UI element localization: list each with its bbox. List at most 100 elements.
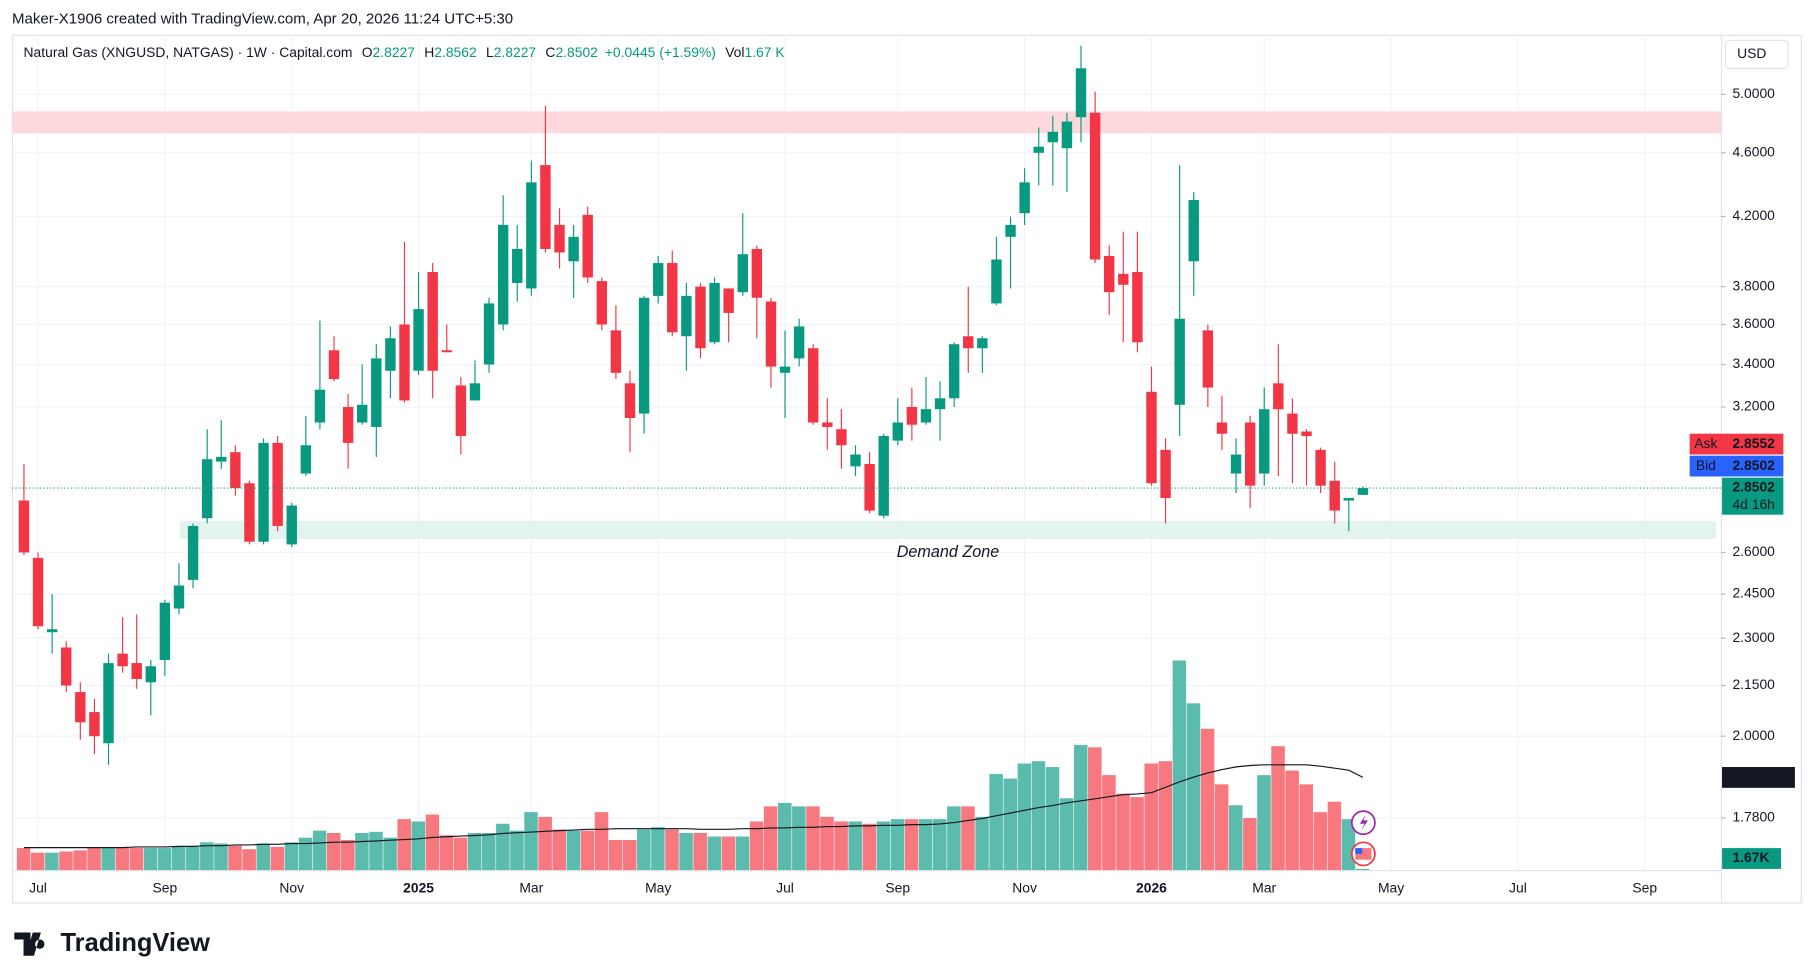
flag-glyph bbox=[1355, 848, 1372, 860]
candle-body bbox=[610, 330, 622, 373]
y-tick-label: 3.6000 bbox=[1732, 315, 1775, 331]
volume-bar bbox=[665, 829, 679, 871]
y-tick-label: 2.3000 bbox=[1732, 629, 1775, 645]
candle-body bbox=[1230, 454, 1242, 474]
volume-bar bbox=[1172, 660, 1187, 871]
bid-tag-text: Bid bbox=[1696, 457, 1716, 473]
volume-bar bbox=[510, 830, 524, 871]
brand: TradingView bbox=[61, 929, 211, 957]
candle-body bbox=[850, 454, 861, 467]
volume-bar bbox=[763, 806, 778, 871]
x-tick-label: Jul bbox=[29, 879, 47, 895]
ask-tag-text: Ask bbox=[1694, 435, 1717, 451]
candle-body bbox=[371, 358, 382, 427]
volume-bar bbox=[383, 837, 397, 871]
volume-bar bbox=[186, 846, 200, 871]
legend-item: +0.0445 (+1.59%) bbox=[605, 44, 716, 60]
volume-bar bbox=[1017, 763, 1032, 871]
candle-body bbox=[117, 653, 128, 667]
volume-bar bbox=[622, 839, 637, 871]
currency[interactable]: USD bbox=[1737, 45, 1766, 61]
candle-body bbox=[131, 663, 142, 680]
candle-body bbox=[512, 248, 523, 283]
x-tick-label: Nov bbox=[1012, 879, 1037, 895]
candle-body bbox=[1301, 431, 1312, 437]
candle-body bbox=[1273, 383, 1284, 410]
legend-item: 2.8227 bbox=[494, 44, 537, 60]
candle-body bbox=[314, 389, 326, 423]
candle-body bbox=[483, 303, 495, 365]
candle-body bbox=[75, 692, 86, 723]
candle-body bbox=[1033, 146, 1044, 153]
candle-body bbox=[230, 452, 241, 489]
candle-body bbox=[272, 442, 283, 526]
zones: Demand Zone bbox=[11, 111, 1721, 561]
volume-bar bbox=[1257, 775, 1271, 871]
volume-bar bbox=[904, 819, 919, 871]
candle-body bbox=[681, 295, 692, 337]
y-tick-label: 3.8000 bbox=[1732, 277, 1775, 293]
volume-bar bbox=[1285, 770, 1299, 871]
volume-bar bbox=[214, 843, 228, 871]
volume-ma-box bbox=[1722, 767, 1795, 788]
volume-bar bbox=[1214, 784, 1229, 871]
candle-body bbox=[441, 350, 452, 353]
zone-label: Demand Zone bbox=[897, 543, 1000, 561]
candle-body bbox=[18, 500, 30, 553]
ask-box bbox=[1722, 433, 1784, 455]
y-tick-label: 3.2000 bbox=[1732, 398, 1775, 414]
candle-body bbox=[89, 712, 100, 737]
candle-body bbox=[1202, 330, 1214, 388]
volume-bar bbox=[411, 821, 426, 871]
candle-body bbox=[1019, 182, 1030, 214]
volume-bar bbox=[73, 850, 87, 871]
candle-body bbox=[328, 350, 340, 380]
candle-body bbox=[103, 663, 114, 744]
currency-button[interactable] bbox=[1724, 39, 1789, 69]
volume-bar bbox=[862, 823, 877, 871]
volume-bar bbox=[298, 837, 313, 871]
candle-body bbox=[554, 224, 565, 253]
volume-bar bbox=[115, 848, 130, 871]
candle-body bbox=[61, 647, 72, 686]
volume-bar bbox=[1088, 747, 1102, 871]
volume-bar bbox=[87, 848, 101, 871]
volume-bar bbox=[101, 848, 115, 871]
volume-bar bbox=[200, 842, 214, 871]
volume-bar bbox=[651, 827, 665, 871]
volume-bar bbox=[961, 806, 975, 871]
volume-bar bbox=[129, 848, 144, 871]
volume-bar bbox=[580, 830, 595, 871]
x-tick-label: Sep bbox=[885, 879, 910, 895]
volume-bar bbox=[792, 806, 806, 871]
x-tick-label: Jul bbox=[776, 879, 794, 895]
volume-bar bbox=[834, 821, 848, 871]
legend-item: Vol bbox=[725, 44, 744, 60]
volume-bar bbox=[1158, 761, 1173, 871]
volume-value: 1.67K bbox=[1732, 849, 1769, 865]
candle-body bbox=[32, 557, 44, 627]
candle-body bbox=[46, 629, 58, 633]
volume-box bbox=[1722, 848, 1782, 869]
price-value: 2.8502 bbox=[1732, 479, 1775, 495]
volume-bar bbox=[918, 819, 933, 871]
y-tick-label: 2.6000 bbox=[1732, 543, 1775, 559]
volume-bar bbox=[369, 831, 383, 871]
legend: Natural Gas (XNGUSD, NATGAS) · 1W · Capi… bbox=[24, 44, 786, 60]
ask-tag bbox=[1689, 433, 1723, 455]
candle-body bbox=[540, 165, 551, 249]
candle-body bbox=[1315, 449, 1326, 486]
volume-bar bbox=[608, 839, 623, 871]
candle-body bbox=[751, 248, 763, 298]
candle-body bbox=[920, 409, 932, 423]
volume-bar bbox=[1355, 868, 1370, 871]
candle-body bbox=[596, 281, 608, 325]
volume-bar bbox=[1031, 761, 1046, 871]
volume-bar bbox=[1186, 703, 1201, 871]
volume-bar bbox=[326, 832, 341, 871]
candle-body bbox=[286, 505, 297, 545]
candle-body bbox=[568, 236, 579, 262]
frame bbox=[11, 34, 1802, 904]
